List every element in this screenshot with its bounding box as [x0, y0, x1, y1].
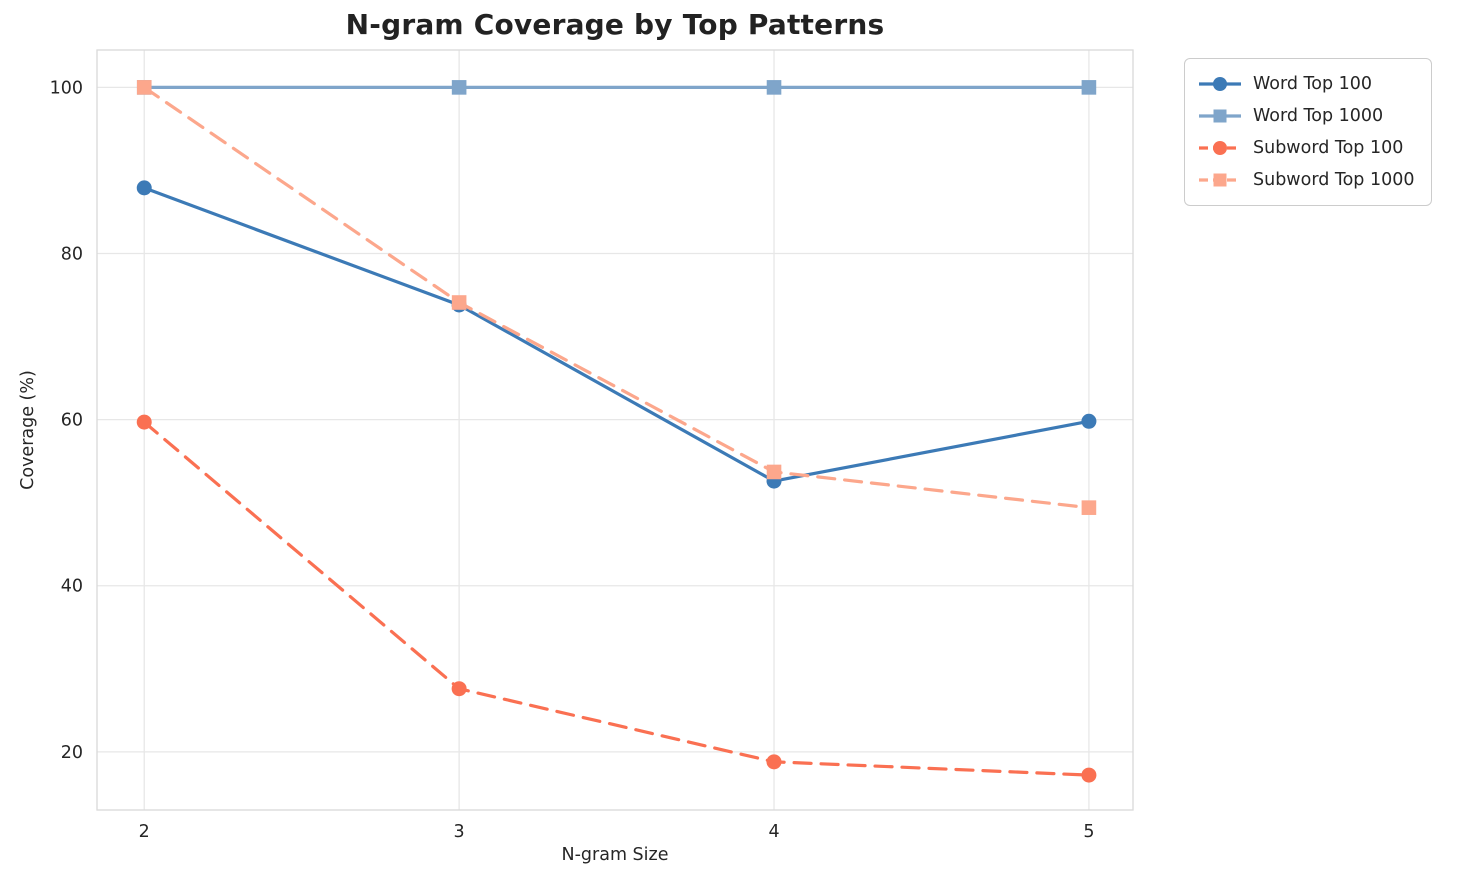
data-point-square [1081, 80, 1097, 95]
y-tick-label: 60 [61, 411, 83, 431]
x-tick-label: 2 [139, 822, 150, 842]
data-point-square [766, 464, 782, 480]
data-point-circle [1081, 413, 1097, 429]
legend-label: Word Top 100 [1253, 74, 1373, 94]
y-tick-label: 100 [50, 78, 83, 98]
y-axis-label: Coverage (%) [18, 370, 38, 490]
y-tick-label: 40 [61, 577, 83, 597]
legend-line-circle-swatch [1199, 141, 1241, 155]
legend-label: Word Top 1000 [1253, 106, 1384, 126]
data-point-circle [136, 414, 152, 430]
legend-line-square-swatch [1199, 109, 1241, 123]
data-point-square [136, 80, 152, 95]
chart-title: N-gram Coverage by Top Patterns [345, 8, 885, 41]
legend-item: Word Top 100 [1197, 68, 1415, 100]
legend-item: Subword Top 100 [1197, 132, 1415, 164]
series-line [142, 420, 1091, 777]
legend-label: Subword Top 100 [1253, 138, 1404, 158]
plot-background [97, 50, 1133, 810]
x-tick-label: 4 [768, 822, 779, 842]
series-line [142, 186, 1091, 483]
data-point-circle [451, 681, 467, 697]
data-point-circle [1081, 767, 1097, 783]
x-tick-label: 5 [1083, 822, 1094, 842]
legend-item: Word Top 1000 [1197, 100, 1415, 132]
data-point-square [451, 80, 467, 95]
data-point-circle [766, 754, 782, 770]
data-point-square [766, 80, 782, 95]
y-tick-label: 20 [61, 743, 83, 763]
x-tick-label: 3 [454, 822, 465, 842]
legend: Word Top 100 Word Top 1000 Subword Top 100… [1184, 58, 1432, 206]
legend-label: Subword Top 1000 [1253, 170, 1415, 190]
data-point-square [1081, 500, 1097, 515]
series-line [142, 85, 1091, 510]
legend-item: Subword Top 1000 [1197, 164, 1415, 196]
data-point-square [451, 295, 467, 310]
x-axis-label: N-gram Size [561, 845, 669, 865]
legend-line-square-swatch [1199, 173, 1241, 187]
y-tick-label: 80 [61, 244, 83, 264]
legend-line-circle-swatch [1199, 77, 1241, 91]
data-point-circle [136, 180, 152, 196]
plot-border [96, 49, 1134, 811]
